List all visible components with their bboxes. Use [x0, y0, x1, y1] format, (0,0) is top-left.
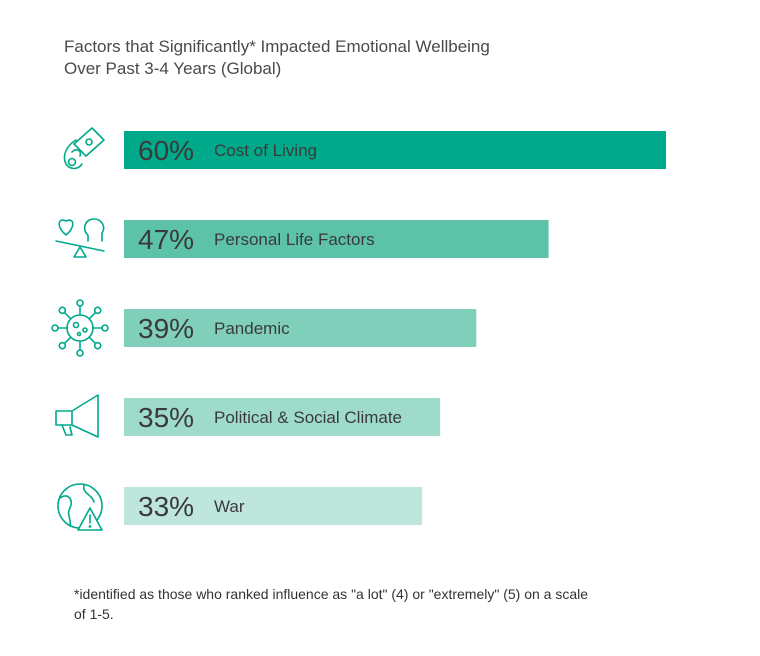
- bar-cost-of-living: [124, 131, 666, 169]
- bar-value-label: 47%: [138, 224, 194, 255]
- bar-category-label: War: [214, 497, 245, 516]
- bar-value-label: 33%: [138, 491, 194, 522]
- footnote: *identified as those who ranked influenc…: [74, 586, 589, 622]
- chart-title-line-2: Over Past 3-4 Years (Global): [64, 59, 282, 78]
- bar-value-label: 39%: [138, 313, 194, 344]
- bar-personal-life-factors: [124, 220, 549, 258]
- bar-category-label: Personal Life Factors: [214, 230, 375, 249]
- chart-title: Factors that Significantly* Impacted Emo…: [64, 36, 664, 80]
- bar-war: [124, 487, 423, 525]
- bar-chart: 60% Cost of Living 47% Personal Life Factor…: [51, 127, 666, 531]
- bar-political-social-climate: [124, 398, 441, 436]
- heart-head-balance-icon: [55, 218, 105, 258]
- megaphone-icon: [55, 394, 99, 438]
- bar-value-label: 35%: [138, 402, 194, 433]
- globe-warning-icon: [57, 483, 103, 531]
- chart-title-line-1: Factors that Significantly* Impacted Emo…: [64, 37, 490, 56]
- bar-category-label: Political & Social Climate: [214, 408, 402, 427]
- bar-value-label: 60%: [138, 135, 194, 166]
- money-in-hand-icon: [63, 127, 105, 170]
- virus-icon: [51, 299, 109, 357]
- bar-category-label: Cost of Living: [214, 141, 317, 160]
- bar-pandemic: [124, 309, 477, 347]
- bar-category-label: Pandemic: [214, 319, 290, 338]
